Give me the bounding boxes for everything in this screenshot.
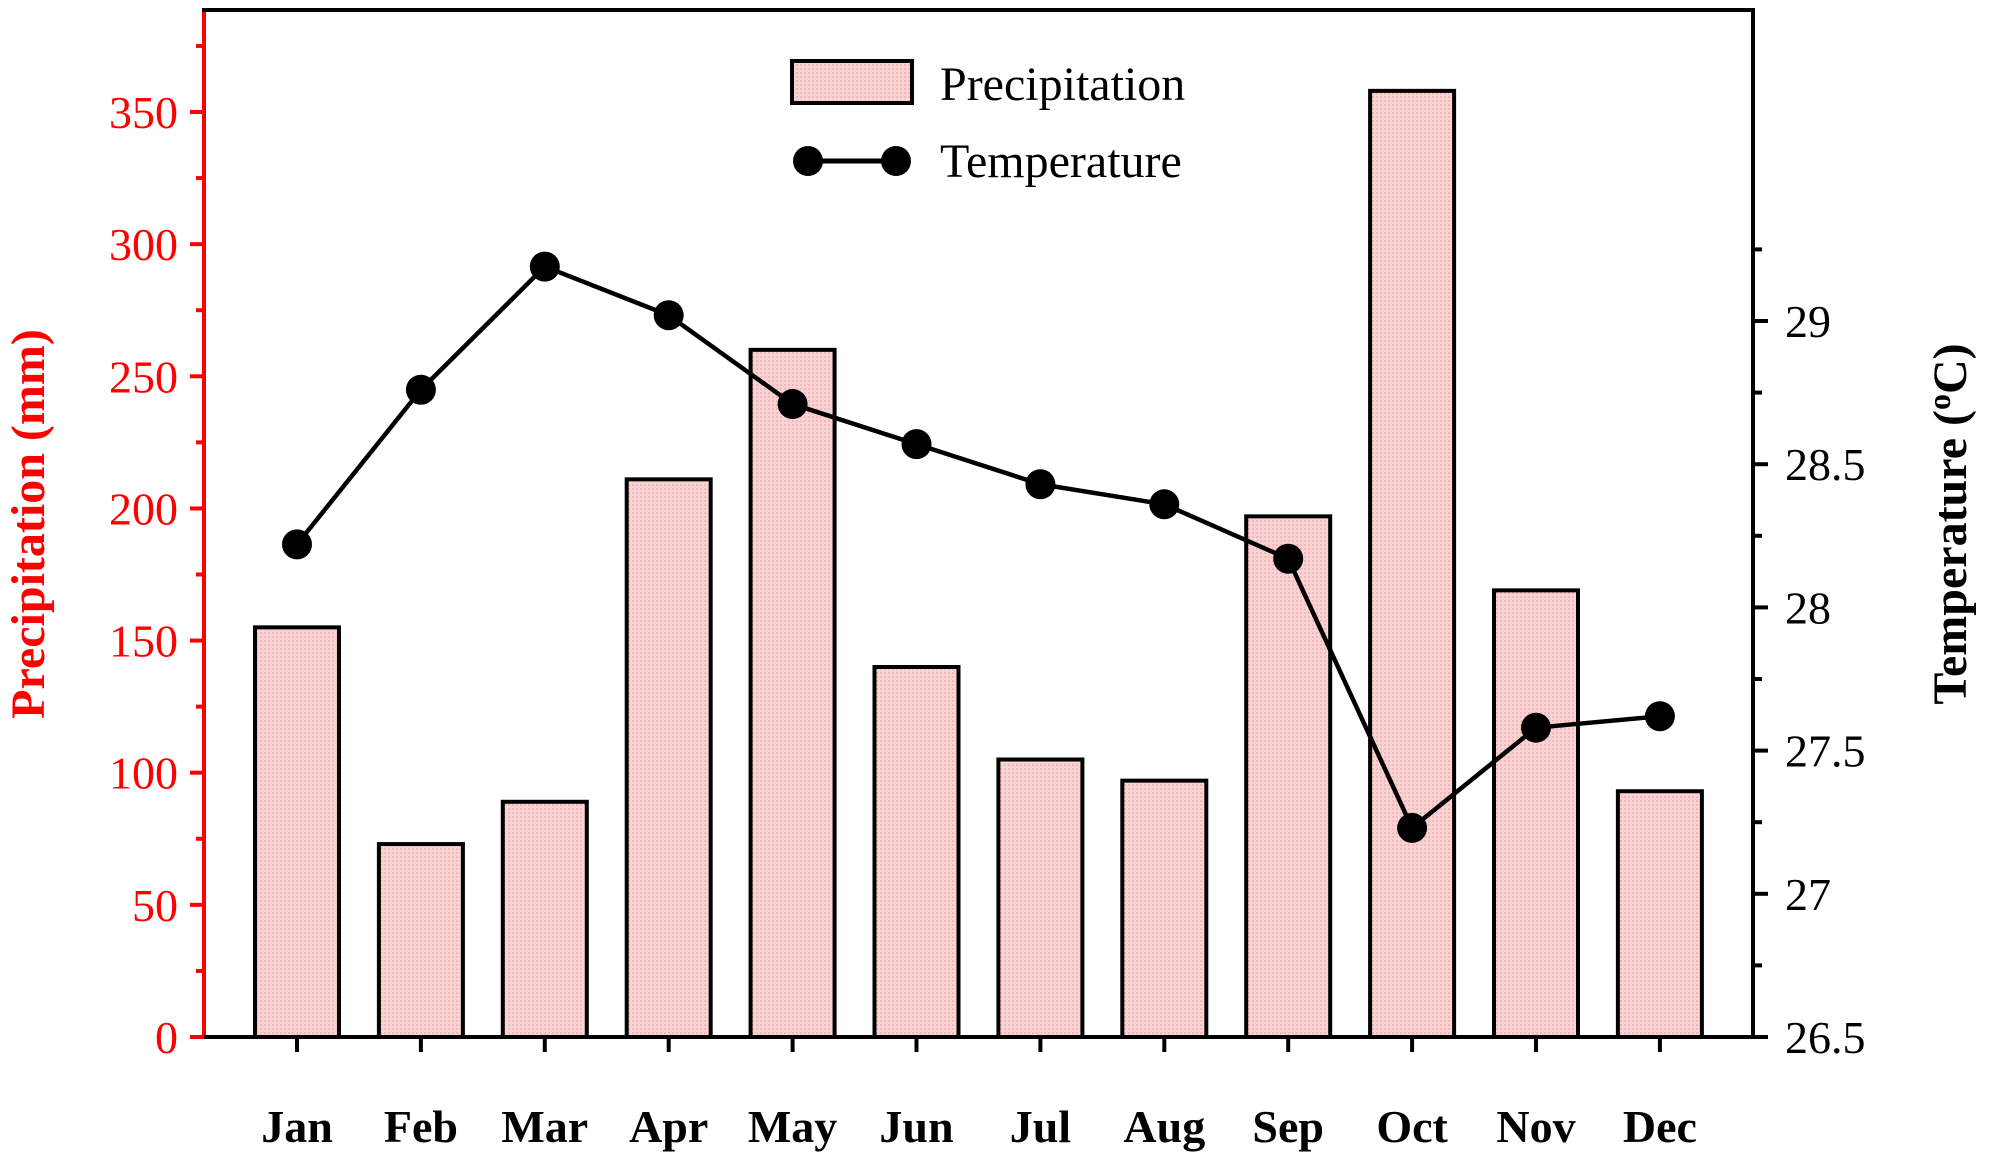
left-tick-label-0: 0 bbox=[155, 1012, 178, 1063]
bar-apr bbox=[624, 477, 713, 1040]
temperature-point-mar bbox=[529, 251, 560, 282]
temperature-point-feb bbox=[405, 374, 436, 405]
x-axis-ticks: Jan Feb Mar Apr May Jun Jul Aug Sep Oct Nov Dec bbox=[261, 1037, 1697, 1152]
temperature-point-may bbox=[777, 389, 808, 420]
left-tick-label-200: 200 bbox=[109, 483, 178, 534]
left-tick-label-50: 50 bbox=[132, 880, 178, 931]
bar-sep bbox=[1244, 514, 1333, 1039]
temperature-point-oct bbox=[1397, 812, 1428, 843]
legend-precipitation-swatch bbox=[790, 59, 914, 105]
bar-mar bbox=[500, 799, 589, 1039]
left-tick-label-100: 100 bbox=[109, 748, 178, 799]
right-axis-ticks: 26.5 27 27.5 28 28.5 29 bbox=[1753, 247, 1866, 1063]
left-tick-label-350: 350 bbox=[109, 87, 178, 138]
legend-precipitation-label: Precipitation bbox=[940, 58, 1185, 111]
temperature-point-sep bbox=[1273, 543, 1304, 574]
y2-axis-title: Temperature (oC) bbox=[1921, 343, 1977, 704]
temperature-point-nov bbox=[1521, 712, 1551, 743]
x-tick-label-jan: Jan bbox=[261, 1101, 333, 1152]
legend-temperature-label: Temperature bbox=[940, 135, 1182, 188]
temperature-polyline bbox=[295, 264, 1661, 831]
precipitation-bars bbox=[253, 88, 1704, 1040]
bar-aug bbox=[1120, 778, 1209, 1040]
bar-jan bbox=[253, 625, 341, 1039]
left-tick-label-300: 300 bbox=[109, 219, 178, 270]
right-tick-label-27.5: 27.5 bbox=[1785, 726, 1866, 777]
legend-temperature-marker-right bbox=[881, 146, 911, 176]
left-tick-label-150: 150 bbox=[109, 616, 178, 667]
bar-dec bbox=[1615, 789, 1704, 1040]
bar-jul bbox=[996, 757, 1085, 1039]
bar-nov bbox=[1492, 588, 1580, 1039]
temperature-point-jul bbox=[1025, 469, 1056, 500]
y2-axis-title-main: Temperature ( bbox=[1924, 410, 1977, 705]
right-tick-label-28: 28 bbox=[1785, 582, 1831, 633]
bar-feb bbox=[376, 842, 465, 1039]
x-tick-label-oct: Oct bbox=[1376, 1101, 1448, 1152]
left-tick-label-250: 250 bbox=[109, 351, 178, 402]
bar-oct bbox=[1368, 88, 1457, 1040]
x-tick-label-mar: Mar bbox=[501, 1101, 588, 1152]
y-axis-title: Precipitation (mm) bbox=[2, 329, 55, 719]
x-tick-label-feb: Feb bbox=[384, 1101, 458, 1152]
temperature-point-aug bbox=[1149, 489, 1180, 520]
x-tick-label-nov: Nov bbox=[1496, 1101, 1575, 1152]
x-tick-label-dec: Dec bbox=[1623, 1101, 1697, 1152]
left-axis-ticks: 0 50 100 150 200 250 300 350 bbox=[109, 43, 204, 1063]
x-tick-label-may: May bbox=[748, 1101, 837, 1152]
right-tick-label-26.5: 26.5 bbox=[1785, 1012, 1866, 1063]
temperature-point-apr bbox=[653, 300, 684, 331]
y2-axis-title-end: C) bbox=[1924, 343, 1977, 394]
right-tick-label-29: 29 bbox=[1785, 296, 1831, 347]
x-tick-label-apr: Apr bbox=[629, 1101, 708, 1152]
x-tick-label-aug: Aug bbox=[1123, 1101, 1205, 1152]
temperature-line bbox=[282, 251, 1675, 843]
bar-may bbox=[748, 347, 837, 1040]
legend-temperature-marker-left bbox=[793, 146, 823, 176]
right-tick-label-27: 27 bbox=[1785, 869, 1831, 920]
x-tick-label-jul: Jul bbox=[1010, 1101, 1071, 1152]
bar-jun bbox=[872, 665, 961, 1039]
x-tick-label-jun: Jun bbox=[879, 1101, 953, 1152]
temperature-point-jun bbox=[901, 429, 932, 460]
y2-axis-title-superscript: o bbox=[1921, 394, 1957, 410]
x-tick-label-sep: Sep bbox=[1252, 1101, 1324, 1152]
temperature-point-jan bbox=[282, 529, 312, 560]
temperature-point-dec bbox=[1644, 701, 1675, 732]
right-tick-label-28.5: 28.5 bbox=[1785, 439, 1866, 490]
legend: Precipitation Temperature bbox=[790, 58, 1185, 188]
